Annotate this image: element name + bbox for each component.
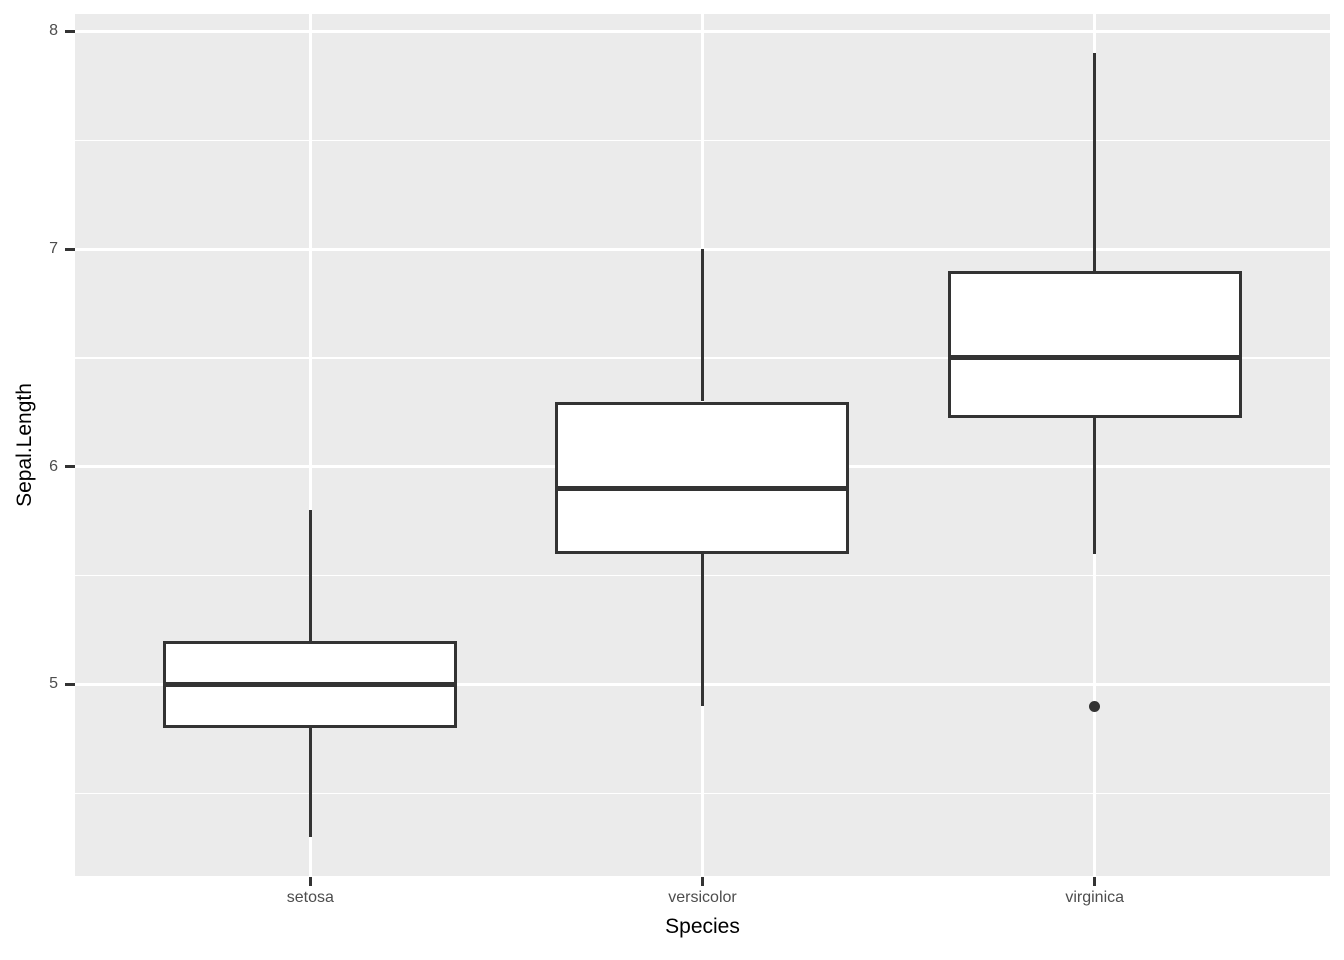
y-tick-mark	[65, 29, 75, 33]
y-tick-label: 7	[49, 240, 58, 258]
y-tick-mark	[65, 682, 75, 686]
whisker-lower	[308, 728, 312, 837]
x-tick-mark	[701, 877, 704, 886]
whisker-upper	[701, 249, 704, 402]
x-axis-title: Species	[665, 915, 740, 938]
box-versicolor	[555, 401, 850, 554]
gridline-major-x	[308, 14, 312, 876]
median-line	[947, 355, 1242, 361]
y-tick-label: 6	[49, 457, 58, 475]
x-tick-mark	[308, 877, 312, 886]
x-tick-label: virginica	[1065, 889, 1125, 906]
whisker-upper	[308, 510, 312, 641]
outlier-point	[1089, 700, 1101, 712]
whisker-upper	[1093, 53, 1097, 271]
y-axis-title: Sepal.Length	[13, 383, 36, 507]
y-tick-label: 5	[49, 675, 58, 693]
median-line	[163, 681, 458, 687]
whisker-lower	[1093, 417, 1097, 554]
x-tick-mark	[1093, 877, 1097, 886]
y-tick-mark	[65, 247, 75, 251]
whisker-lower	[701, 553, 704, 707]
y-tick-mark	[65, 465, 75, 469]
y-tick-label: 8	[49, 22, 58, 40]
box-virginica	[947, 270, 1242, 418]
x-tick-label: setosa	[286, 889, 334, 906]
plot-panel	[75, 14, 1330, 876]
median-line	[555, 486, 850, 491]
x-tick-label: versicolor	[668, 889, 737, 906]
